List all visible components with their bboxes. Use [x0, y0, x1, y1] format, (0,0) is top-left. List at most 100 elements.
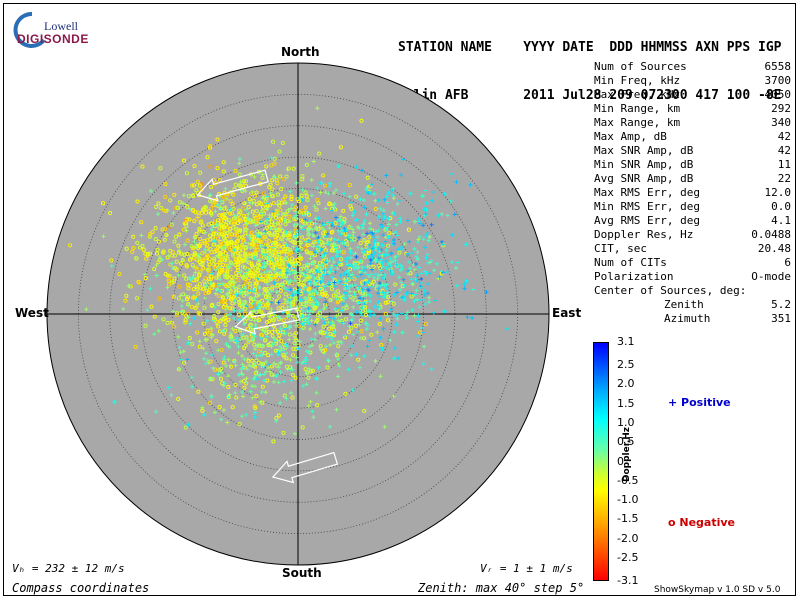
positive-source: [313, 331, 318, 336]
positive-source: [267, 254, 272, 259]
positive-source: [342, 226, 347, 231]
positive-source: [244, 412, 249, 417]
negative-source: [171, 295, 177, 300]
negative-source: [296, 279, 301, 284]
negative-source: [276, 306, 281, 311]
positive-source: [384, 248, 389, 253]
negative-source: [297, 210, 302, 215]
positive-source: [205, 358, 210, 363]
positive-source: [344, 303, 349, 308]
positive-source: [303, 312, 308, 317]
negative-source: [273, 215, 279, 220]
positive-source: [414, 273, 419, 278]
positive-source: [393, 230, 398, 234]
negative-source: [159, 206, 164, 211]
positive-source: [322, 284, 327, 289]
negative-source: [211, 231, 216, 236]
positive-source: [399, 263, 404, 268]
stat-label: Num of Sources: [594, 60, 687, 73]
positive-source: [305, 229, 310, 234]
positive-source: [425, 230, 430, 235]
negative-source: [243, 179, 249, 184]
positive-source: [359, 300, 364, 305]
positive-source: [166, 253, 171, 258]
positive-source: [368, 257, 373, 262]
positive-source: [312, 337, 317, 342]
positive-source: [311, 159, 316, 164]
positive-source: [360, 265, 365, 270]
negative-source: [208, 199, 213, 204]
negative-source: [278, 263, 283, 268]
negative-source: [303, 221, 308, 226]
positive-source: [394, 322, 399, 327]
positive-source: [359, 336, 364, 340]
positive-source: [330, 283, 335, 288]
positive-source: [338, 223, 343, 228]
positive-source: [358, 310, 363, 315]
negative-source: [161, 249, 166, 254]
negative-source: [339, 262, 344, 267]
positive-source: [347, 237, 352, 242]
negative-source: [252, 193, 258, 198]
negative-source: [271, 201, 276, 206]
negative-source: [321, 324, 326, 329]
positive-source: [272, 175, 277, 180]
negative-source: [194, 217, 199, 222]
negative-source: [68, 243, 73, 248]
negative-source: [269, 364, 274, 369]
positive-source: [308, 256, 313, 261]
positive-source: [307, 279, 311, 284]
coordinate-system: Compass coordinates: [12, 581, 150, 595]
positive-source: [392, 330, 397, 334]
negative-source: [253, 251, 258, 256]
negative-source: [205, 155, 210, 160]
positive-source: [313, 230, 318, 235]
negative-source: [283, 273, 289, 278]
positive-source: [309, 294, 314, 299]
negative-source: [260, 249, 265, 254]
negative-source: [283, 194, 288, 199]
negative-source: [212, 256, 217, 261]
positive-source: [333, 263, 338, 268]
positive-source: [361, 275, 366, 280]
negative-source: [190, 262, 195, 268]
negative-source: [252, 342, 257, 347]
positive-source: [334, 249, 339, 254]
negative-source: [255, 302, 260, 307]
stat-row: Max Range, km 340: [594, 116, 791, 130]
positive-source: [254, 353, 259, 358]
positive-source: [312, 288, 317, 293]
negative-source: [143, 276, 148, 281]
positive-source: [323, 300, 328, 305]
positive-source: [375, 330, 380, 335]
negative-source: [185, 282, 190, 287]
positive-source: [294, 180, 299, 185]
negative-source: [280, 140, 285, 146]
positive-source: [319, 276, 324, 281]
negative-source: [228, 288, 233, 294]
negative-source: [231, 206, 236, 211]
negative-source: [353, 323, 358, 328]
positive-source: [379, 222, 384, 227]
negative-source: [310, 301, 315, 306]
negative-source: [250, 230, 255, 235]
positive-source: [350, 227, 355, 232]
positive-source: [322, 241, 327, 246]
negative-source: [301, 325, 306, 330]
positive-source: [412, 299, 417, 304]
positive-source: [377, 294, 382, 299]
negative-source: [233, 168, 238, 173]
positive-source: [307, 274, 312, 279]
stat-value: 340: [771, 116, 791, 129]
positive-source: [368, 299, 373, 304]
positive-source: [215, 322, 220, 327]
positive-source: [310, 289, 314, 294]
positive-source: [323, 260, 328, 265]
positive-source: [385, 313, 390, 318]
stat-row: Min Range, km 292: [594, 102, 791, 116]
positive-source: [402, 297, 407, 302]
positive-source: [408, 266, 413, 271]
positive-source: [265, 216, 270, 221]
negative-source: [167, 276, 172, 281]
negative-source: [216, 272, 221, 277]
